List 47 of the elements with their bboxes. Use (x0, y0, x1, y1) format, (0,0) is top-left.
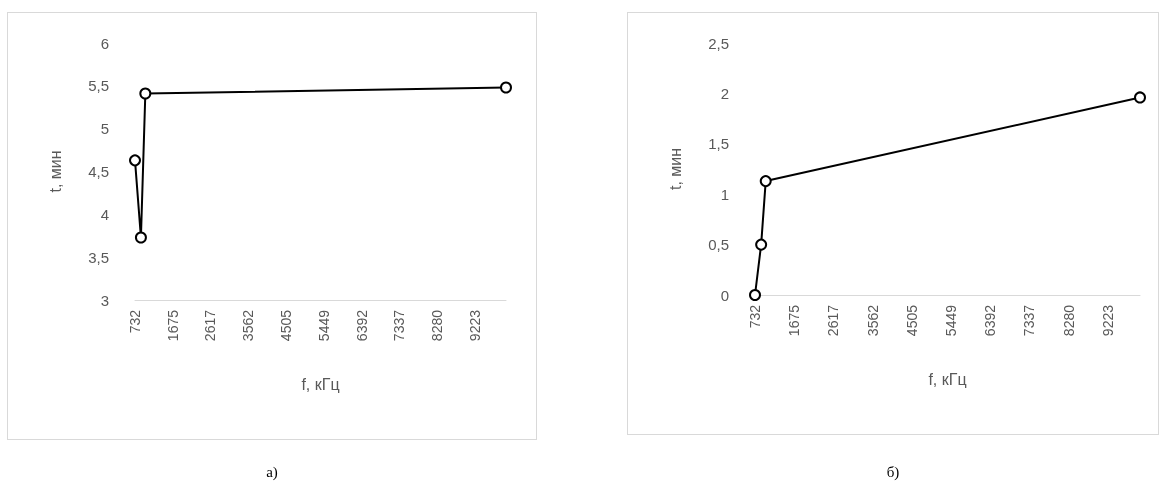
x-tick-label: 1675 (164, 309, 181, 342)
x-tick-label: 2617 (825, 304, 842, 337)
x-tick-label: 8280 (1060, 304, 1077, 337)
text: а) (265, 464, 279, 481)
y-tick-label: 3 (100, 291, 109, 309)
y-tick-label: 0 (720, 286, 729, 304)
point (1134, 91, 1146, 104)
x-tick-label: 4505 (903, 304, 920, 337)
y-axis-title: t, мин (46, 150, 64, 193)
x-axis-title: f, кГц (301, 375, 340, 393)
x-tick-label: 8280 (429, 309, 446, 342)
y-tick-label: 4,5 (88, 163, 109, 180)
y-tick-label: 0,5 (708, 236, 729, 254)
y-tick-label: 5,5 (88, 77, 109, 95)
x-tick-label: 4505 (278, 309, 295, 342)
y-tick-label: 2,5 (708, 34, 729, 52)
point (139, 87, 152, 100)
x-tick-label: 3562 (864, 304, 881, 337)
x-tick-label: 9223 (1099, 304, 1116, 337)
point (755, 238, 768, 251)
y-axis-title: t, мин (666, 147, 684, 191)
x-tick-label: 7337 (391, 309, 408, 342)
x-axis-title: f, кГц (928, 370, 967, 388)
y-tick-label: 4 (100, 205, 109, 223)
y-tick-label: 3,5 (88, 248, 109, 266)
y-tick-label: 1,5 (708, 135, 729, 153)
point (500, 81, 512, 94)
point (134, 231, 147, 244)
x-tick-label: 6392 (982, 304, 999, 337)
x-tick-label: 9223 (466, 309, 483, 342)
y-tick-label: 1 (720, 185, 729, 203)
text: б) (885, 464, 901, 481)
x-tick-label: 3562 (240, 309, 257, 342)
x-tick-label: 5449 (315, 309, 332, 342)
y-tick-label: 6 (100, 34, 109, 52)
point (759, 175, 772, 188)
x-tick-label: 732 (127, 309, 143, 334)
x-tick-label: 1675 (786, 304, 803, 337)
x-tick-label: 6392 (353, 309, 370, 342)
x-tick-label: 732 (747, 304, 763, 329)
point (129, 154, 141, 167)
x-tick-label: 5449 (942, 304, 959, 337)
x-tick-label: 7337 (1021, 304, 1038, 337)
y-tick-label: 5 (100, 120, 109, 138)
x-tick-label: 2617 (202, 309, 219, 342)
point (749, 289, 761, 301)
y-tick-label: 2 (720, 84, 729, 102)
